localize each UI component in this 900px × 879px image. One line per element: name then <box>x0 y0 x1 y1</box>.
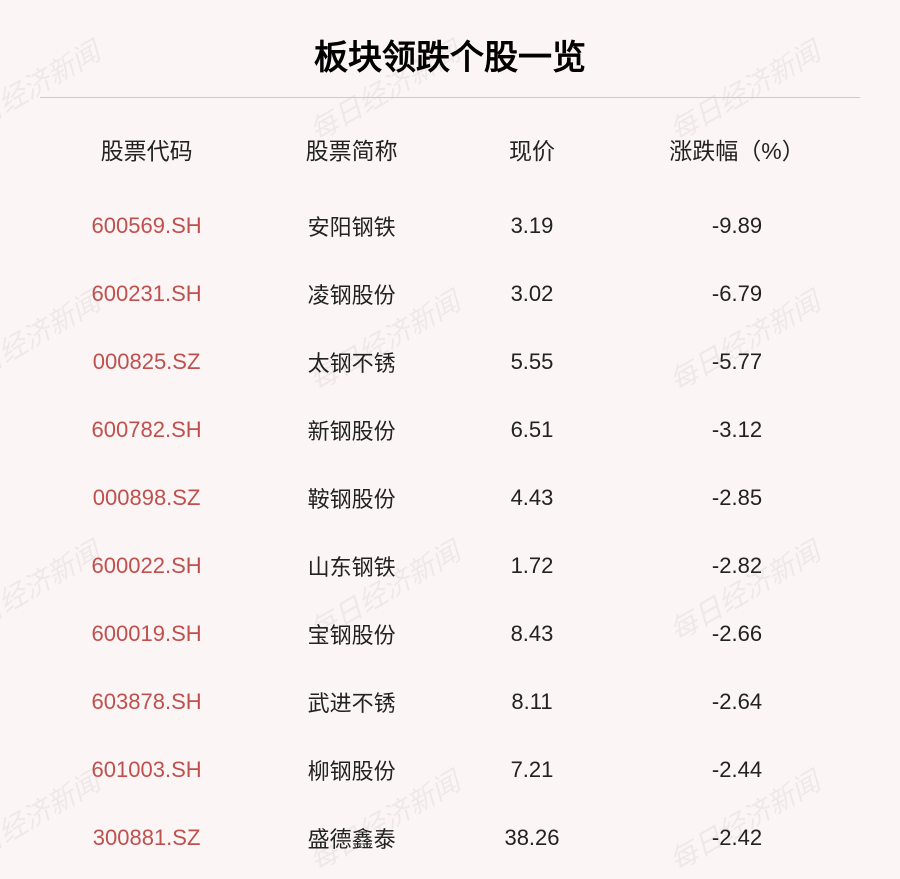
cell-stock-price: 4.43 <box>450 464 614 532</box>
cell-stock-code: 000898.SZ <box>40 464 253 532</box>
col-header-change: 涨跌幅（%） <box>614 106 860 192</box>
col-header-name: 股票简称 <box>253 106 450 192</box>
table-row: 600782.SH新钢股份6.51-3.12 <box>40 396 860 464</box>
cell-stock-change: -3.12 <box>614 396 860 464</box>
table-row: 600231.SH凌钢股份3.02-6.79 <box>40 260 860 328</box>
cell-stock-code: 600022.SH <box>40 532 253 600</box>
cell-stock-name: 安阳钢铁 <box>253 192 450 260</box>
cell-stock-name: 山东钢铁 <box>253 532 450 600</box>
cell-stock-name: 鞍钢股份 <box>253 464 450 532</box>
cell-stock-price: 38.26 <box>450 804 614 872</box>
table-row: 600569.SH安阳钢铁3.19-9.89 <box>40 192 860 260</box>
cell-stock-change: -2.85 <box>614 464 860 532</box>
cell-stock-price: 6.51 <box>450 396 614 464</box>
cell-stock-code: 000825.SZ <box>40 328 253 396</box>
table-row: 000825.SZ太钢不锈5.55-5.77 <box>40 328 860 396</box>
cell-stock-code: 600782.SH <box>40 396 253 464</box>
cell-stock-name: 盛德鑫泰 <box>253 804 450 872</box>
cell-stock-change: -9.89 <box>614 192 860 260</box>
cell-stock-change: -2.82 <box>614 532 860 600</box>
cell-stock-change: -2.64 <box>614 668 860 736</box>
table-row: 600022.SH山东钢铁1.72-2.82 <box>40 532 860 600</box>
page-title: 板块领跌个股一览 <box>40 30 860 98</box>
cell-stock-change: -5.77 <box>614 328 860 396</box>
table-row: 603878.SH武进不锈8.11-2.64 <box>40 668 860 736</box>
cell-stock-price: 3.19 <box>450 192 614 260</box>
cell-stock-code: 600019.SH <box>40 600 253 668</box>
cell-stock-change: -2.44 <box>614 736 860 804</box>
cell-stock-code: 603878.SH <box>40 668 253 736</box>
cell-stock-name: 太钢不锈 <box>253 328 450 396</box>
cell-stock-price: 3.02 <box>450 260 614 328</box>
stock-decline-table: 股票代码 股票简称 现价 涨跌幅（%） 600569.SH安阳钢铁3.19-9.… <box>40 106 860 872</box>
cell-stock-change: -6.79 <box>614 260 860 328</box>
cell-stock-name: 柳钢股份 <box>253 736 450 804</box>
cell-stock-name: 宝钢股份 <box>253 600 450 668</box>
col-header-code: 股票代码 <box>40 106 253 192</box>
cell-stock-name: 新钢股份 <box>253 396 450 464</box>
cell-stock-price: 8.11 <box>450 668 614 736</box>
cell-stock-change: -2.42 <box>614 804 860 872</box>
cell-stock-code: 600569.SH <box>40 192 253 260</box>
table-row: 600019.SH宝钢股份8.43-2.66 <box>40 600 860 668</box>
cell-stock-name: 凌钢股份 <box>253 260 450 328</box>
table-row: 000898.SZ鞍钢股份4.43-2.85 <box>40 464 860 532</box>
cell-stock-change: -2.66 <box>614 600 860 668</box>
cell-stock-code: 300881.SZ <box>40 804 253 872</box>
table-header-row: 股票代码 股票简称 现价 涨跌幅（%） <box>40 106 860 192</box>
cell-stock-code: 600231.SH <box>40 260 253 328</box>
table-row: 300881.SZ盛德鑫泰38.26-2.42 <box>40 804 860 872</box>
cell-stock-price: 1.72 <box>450 532 614 600</box>
cell-stock-price: 5.55 <box>450 328 614 396</box>
col-header-price: 现价 <box>450 106 614 192</box>
cell-stock-price: 7.21 <box>450 736 614 804</box>
cell-stock-price: 8.43 <box>450 600 614 668</box>
table-row: 601003.SH柳钢股份7.21-2.44 <box>40 736 860 804</box>
cell-stock-name: 武进不锈 <box>253 668 450 736</box>
cell-stock-code: 601003.SH <box>40 736 253 804</box>
